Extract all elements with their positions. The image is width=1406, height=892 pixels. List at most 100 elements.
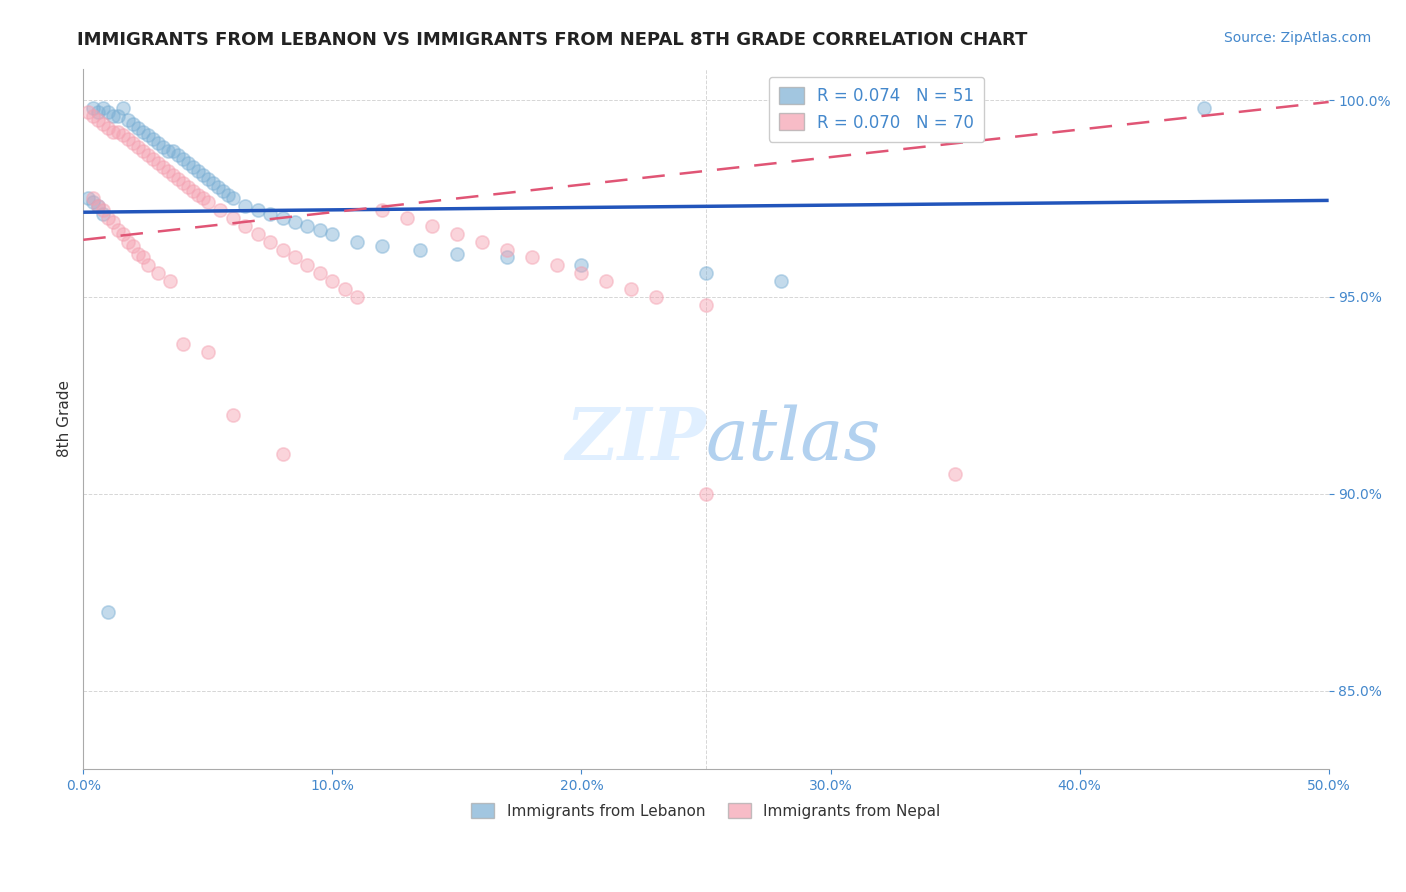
Point xyxy=(297,219,319,233)
Point xyxy=(177,156,200,170)
Point xyxy=(1192,101,1215,115)
Y-axis label: 8th Grade: 8th Grade xyxy=(58,380,72,458)
Point xyxy=(112,101,135,115)
Point xyxy=(127,140,149,154)
Point xyxy=(371,203,394,218)
Point xyxy=(122,238,145,252)
Point xyxy=(87,104,110,119)
Point xyxy=(172,176,194,190)
Point xyxy=(117,235,139,249)
Point xyxy=(101,109,124,123)
Point xyxy=(207,179,229,194)
Point xyxy=(197,171,219,186)
Point xyxy=(91,101,114,115)
Point xyxy=(156,145,179,159)
Point xyxy=(87,112,110,127)
Point xyxy=(371,238,394,252)
Point xyxy=(146,156,169,170)
Point xyxy=(142,132,165,146)
Point xyxy=(136,148,159,162)
Point xyxy=(396,211,419,226)
Point xyxy=(495,243,517,257)
Point xyxy=(152,160,174,174)
Point xyxy=(571,266,593,280)
Point xyxy=(271,243,294,257)
Point xyxy=(167,171,190,186)
Point xyxy=(82,195,104,210)
Point xyxy=(97,104,120,119)
Point xyxy=(420,219,443,233)
Point xyxy=(117,112,139,127)
Point xyxy=(162,168,184,182)
Point xyxy=(222,191,245,205)
Point xyxy=(107,109,129,123)
Point xyxy=(101,124,124,138)
Point xyxy=(259,207,281,221)
Point xyxy=(201,176,224,190)
Point xyxy=(132,124,155,138)
Point xyxy=(122,117,145,131)
Point xyxy=(408,243,430,257)
Legend: Immigrants from Lebanon, Immigrants from Nepal: Immigrants from Lebanon, Immigrants from… xyxy=(465,797,946,825)
Point xyxy=(152,140,174,154)
Point xyxy=(197,195,219,210)
Point xyxy=(321,274,343,288)
Point xyxy=(346,235,368,249)
Point xyxy=(645,290,668,304)
Point xyxy=(187,187,209,202)
Point xyxy=(471,235,494,249)
Point xyxy=(259,235,281,249)
Point xyxy=(191,168,214,182)
Point xyxy=(309,266,332,280)
Text: IMMIGRANTS FROM LEBANON VS IMMIGRANTS FROM NEPAL 8TH GRADE CORRELATION CHART: IMMIGRANTS FROM LEBANON VS IMMIGRANTS FR… xyxy=(77,31,1028,49)
Point xyxy=(222,408,245,422)
Point xyxy=(91,117,114,131)
Point xyxy=(107,223,129,237)
Point xyxy=(284,215,307,229)
Point xyxy=(91,203,114,218)
Point xyxy=(146,136,169,151)
Point xyxy=(107,124,129,138)
Point xyxy=(172,152,194,166)
Point xyxy=(769,274,792,288)
Point xyxy=(321,227,343,241)
Point xyxy=(446,227,468,241)
Point xyxy=(211,184,233,198)
Point xyxy=(82,191,104,205)
Point xyxy=(101,215,124,229)
Point xyxy=(546,258,568,272)
Point xyxy=(77,191,100,205)
Point xyxy=(117,132,139,146)
Point xyxy=(87,199,110,213)
Point xyxy=(620,282,643,296)
Point xyxy=(520,251,543,265)
Point xyxy=(181,160,204,174)
Point xyxy=(695,298,717,312)
Point xyxy=(181,184,204,198)
Point xyxy=(187,164,209,178)
Point xyxy=(142,152,165,166)
Text: atlas: atlas xyxy=(706,405,882,475)
Point xyxy=(297,258,319,272)
Point xyxy=(146,266,169,280)
Point xyxy=(346,290,368,304)
Point xyxy=(156,164,179,178)
Point xyxy=(82,101,104,115)
Point xyxy=(284,251,307,265)
Point xyxy=(127,246,149,260)
Point xyxy=(132,145,155,159)
Point xyxy=(271,211,294,226)
Point xyxy=(97,605,120,619)
Point xyxy=(136,128,159,143)
Point xyxy=(127,120,149,135)
Point xyxy=(132,251,155,265)
Point xyxy=(77,104,100,119)
Point xyxy=(197,345,219,359)
Point xyxy=(222,211,245,226)
Point xyxy=(167,148,190,162)
Point xyxy=(309,223,332,237)
Point xyxy=(233,199,256,213)
Point xyxy=(191,191,214,205)
Point xyxy=(122,136,145,151)
Point xyxy=(87,199,110,213)
